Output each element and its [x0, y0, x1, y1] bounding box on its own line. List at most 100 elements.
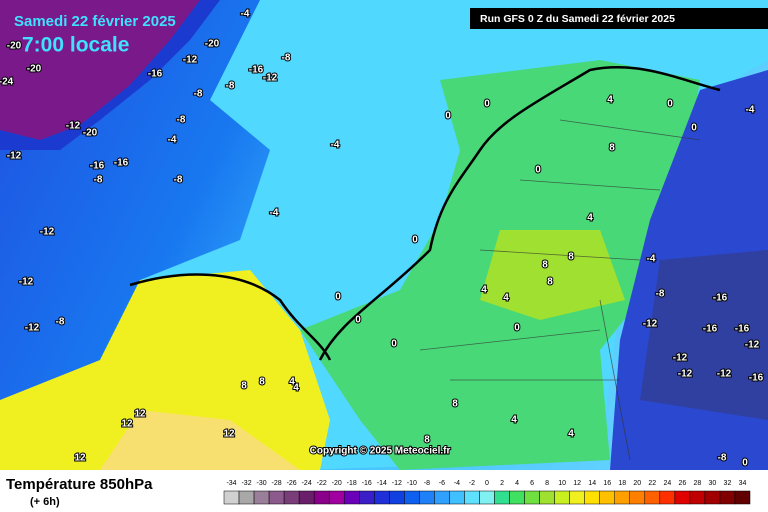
- contour-label: -16: [148, 69, 163, 80]
- hot-zone: [0, 270, 330, 470]
- legend-label: -14: [377, 480, 387, 487]
- contour-label: -8: [94, 175, 103, 186]
- legend-swatch: [328, 490, 345, 505]
- legend-label: -26: [287, 480, 297, 487]
- very-cold-east-zone: [640, 250, 768, 420]
- very-cold-zone: [0, 0, 200, 140]
- legend-swatch: [238, 490, 255, 505]
- legend-swatch: [584, 490, 600, 505]
- contour-label: 0: [335, 292, 341, 303]
- contour-label: 0: [742, 458, 748, 469]
- legend-label: 26: [678, 480, 686, 487]
- legend-swatch: [449, 490, 465, 505]
- run-text: Run GFS 0 Z du Samedi 22 février 2025: [480, 13, 675, 25]
- legend-label: -10: [407, 480, 417, 487]
- contour-label: 8: [452, 399, 458, 410]
- coastline: [129, 66, 721, 361]
- legend-label: -6: [439, 480, 445, 487]
- legend-swatch: [298, 490, 315, 505]
- legend-label: 16: [603, 480, 611, 487]
- legend-label: -12: [392, 480, 402, 487]
- legend-label: -8: [424, 480, 430, 487]
- legend-swatch: [599, 490, 615, 505]
- contour-label: 4: [511, 415, 517, 426]
- legend-swatch: [389, 490, 405, 505]
- contour-label: 0: [514, 323, 520, 334]
- contour-label: 0: [691, 123, 697, 134]
- contour-label: -8: [177, 115, 186, 126]
- contour-label: 4: [503, 293, 509, 304]
- legend-swatch: [464, 490, 480, 505]
- legend-swatch: [614, 490, 631, 505]
- contour-label: -4: [270, 208, 279, 219]
- legend-label: -28: [272, 480, 282, 487]
- contour-label: 0: [667, 99, 673, 110]
- contour-label: -12: [40, 227, 55, 238]
- legend-label: 10: [558, 480, 566, 487]
- contour-label: -12: [25, 323, 40, 334]
- contour-label: -8: [718, 453, 727, 464]
- legend-label: -30: [257, 480, 267, 487]
- contour-label: 0: [445, 111, 451, 122]
- legend-label: 24: [663, 480, 671, 487]
- contour-label: 8: [542, 260, 548, 271]
- contour-label: 0: [484, 99, 490, 110]
- legend-swatch: [343, 490, 360, 505]
- contour-labels: -4-20-20-24-12-20-16-12-20-16-8-12-8-8-8…: [0, 8, 765, 470]
- time-title: 7:00 locale: [22, 34, 129, 57]
- contour-label: 4: [587, 213, 593, 224]
- contour-label: -16: [114, 158, 129, 169]
- legend-swatch: [674, 490, 691, 505]
- contour-label: -8: [226, 81, 235, 92]
- legend-swatch: [253, 490, 270, 505]
- legend-swatch: [629, 490, 646, 505]
- contour-label: -20: [7, 41, 22, 52]
- legend-label: -18: [347, 480, 357, 487]
- contour-label: 8: [609, 143, 615, 154]
- legend-swatch: [644, 490, 661, 505]
- contour-label: -20: [83, 128, 98, 139]
- legend-label: 0: [485, 480, 489, 487]
- legend-label: 12: [573, 480, 581, 487]
- contour-label: -20: [27, 64, 42, 75]
- legend-swatch: [509, 490, 525, 505]
- contour-label: -24: [0, 77, 14, 88]
- contour-label: -16: [249, 65, 264, 76]
- contour-label: -8: [194, 89, 203, 100]
- legend-label: 30: [709, 480, 717, 487]
- contour-label: 0: [535, 165, 541, 176]
- legend-swatch: [313, 490, 330, 505]
- legend-label: 34: [739, 480, 747, 487]
- legend-label: -32: [241, 480, 251, 487]
- legend-swatch: [734, 490, 751, 505]
- legend-label: 8: [545, 480, 549, 487]
- legend-lead: (+ 6h): [30, 496, 60, 508]
- contour-label: 4: [289, 377, 295, 388]
- contour-label: -12: [643, 319, 658, 330]
- contour-label: 8: [241, 381, 247, 392]
- legend-label: -22: [317, 480, 327, 487]
- contour-label: -16: [749, 373, 764, 384]
- legend-label: 32: [724, 480, 732, 487]
- legend-swatch: [659, 490, 676, 505]
- contour-label: -16: [713, 293, 728, 304]
- date-title: Samedi 22 février 2025: [14, 13, 176, 30]
- contour-label: -8: [656, 289, 665, 300]
- legend-swatch: [494, 490, 510, 505]
- legend-label: 14: [588, 480, 596, 487]
- contour-label: -8: [282, 53, 291, 64]
- legend-label: 28: [694, 480, 702, 487]
- legend-swatch: [374, 490, 390, 505]
- contour-label: -4: [331, 140, 340, 151]
- contour-label: -4: [168, 135, 177, 146]
- legend-swatch: [419, 490, 435, 505]
- contour-label: 4: [293, 383, 299, 394]
- legend-label: -20: [332, 480, 342, 487]
- contour-label: 4: [481, 285, 487, 296]
- legend-title: Température 850hPa: [6, 476, 153, 493]
- contour-label: -12: [678, 369, 693, 380]
- contour-label: -12: [7, 151, 22, 162]
- legend-swatch: [479, 490, 495, 505]
- contour-label: 8: [424, 435, 430, 446]
